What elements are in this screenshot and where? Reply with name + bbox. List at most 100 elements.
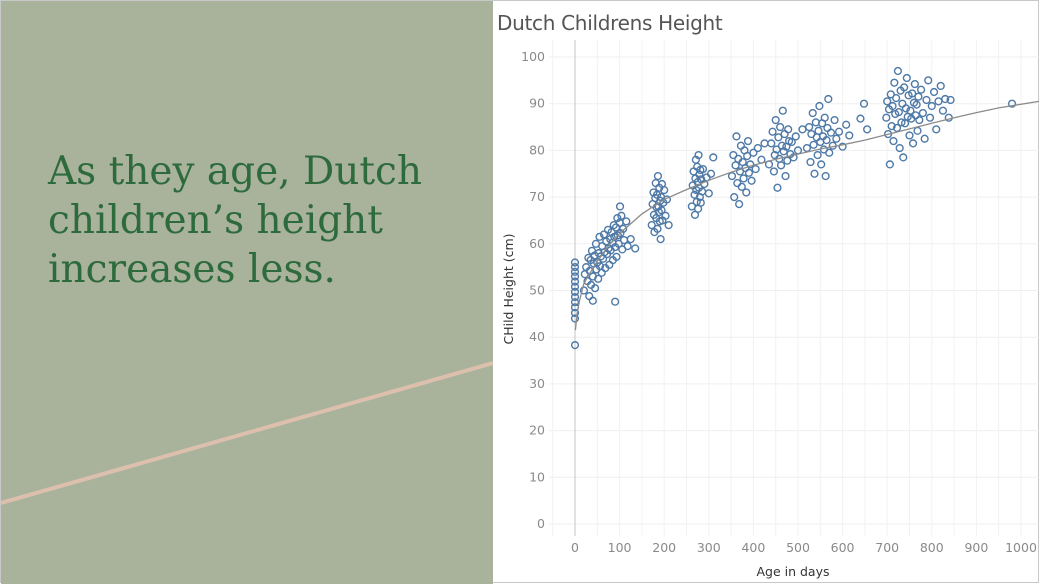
data-point — [696, 198, 705, 207]
data-point — [613, 214, 622, 223]
x-axis-title: Age in days — [756, 564, 829, 579]
data-point — [733, 178, 742, 188]
points-layer — [570, 66, 1017, 350]
data-point — [760, 139, 769, 148]
data-point — [815, 101, 824, 111]
y-tick-label: 60 — [529, 236, 545, 251]
data-point — [810, 169, 819, 178]
data-point — [570, 282, 580, 291]
trend-layer — [574, 100, 1039, 331]
data-point — [735, 200, 744, 209]
headline-line-2: children’s height — [48, 198, 383, 243]
data-point — [623, 242, 632, 251]
x-tick-label: 300 — [697, 540, 721, 555]
data-point — [784, 125, 793, 134]
data-point — [922, 95, 931, 105]
data-point — [906, 106, 915, 115]
data-point — [769, 167, 779, 176]
data-point — [895, 143, 904, 153]
data-point — [653, 224, 662, 233]
data-point — [570, 258, 580, 267]
data-point — [617, 211, 626, 220]
data-point — [780, 129, 789, 139]
data-point — [924, 76, 933, 85]
data-point — [744, 168, 754, 177]
data-point — [916, 85, 926, 94]
data-point — [631, 244, 640, 253]
data-point — [920, 134, 929, 143]
y-tick-label: 80 — [529, 142, 545, 157]
data-point — [660, 185, 669, 195]
data-point — [918, 108, 927, 118]
data-point — [753, 143, 762, 153]
data-point — [597, 268, 606, 277]
headline-line-3: increases less. — [48, 247, 336, 292]
data-point — [886, 90, 895, 99]
data-point — [747, 176, 756, 185]
data-point — [915, 115, 924, 125]
x-tick-label: 1000 — [1005, 540, 1037, 555]
data-point — [927, 101, 936, 111]
data-point — [594, 274, 603, 283]
data-point — [570, 308, 580, 318]
data-point — [809, 140, 818, 149]
data-point — [570, 277, 580, 286]
data-point — [893, 66, 903, 76]
data-point — [570, 341, 580, 350]
data-point — [730, 193, 739, 202]
data-point — [908, 89, 917, 98]
data-point — [805, 122, 814, 132]
data-point — [883, 97, 892, 106]
data-point — [698, 164, 708, 174]
data-point — [595, 232, 604, 241]
data-point — [936, 81, 945, 91]
data-point — [590, 284, 600, 293]
data-point — [946, 95, 955, 105]
data-point — [817, 160, 826, 169]
data-point — [694, 150, 703, 160]
data-point — [899, 153, 908, 162]
data-point — [783, 156, 792, 165]
x-tick-label: 400 — [741, 540, 765, 555]
data-point — [570, 263, 580, 272]
data-point — [863, 125, 872, 134]
slide-headline: As they age, Dutch children’s height inc… — [48, 147, 478, 294]
data-point — [690, 210, 700, 219]
data-point — [661, 211, 670, 220]
data-point — [588, 296, 597, 305]
data-point — [615, 202, 625, 211]
data-point — [570, 272, 580, 281]
data-point — [900, 119, 910, 128]
data-point — [894, 108, 903, 117]
data-point — [941, 94, 950, 104]
y-axis-title: CHild Height (cm) — [501, 233, 516, 344]
x-tick-label: 0 — [571, 540, 579, 555]
data-point — [842, 120, 851, 129]
data-point — [882, 113, 891, 122]
data-point — [791, 132, 800, 141]
headline-line-1: As they age, Dutch — [48, 149, 422, 194]
data-point — [1007, 99, 1017, 108]
data-point — [905, 131, 914, 140]
data-point — [823, 123, 832, 133]
data-point — [664, 221, 673, 230]
data-point — [739, 174, 748, 183]
data-point — [570, 287, 580, 297]
data-point — [727, 171, 737, 181]
data-point — [709, 153, 718, 162]
data-point — [820, 113, 829, 122]
y-tick-label: 90 — [529, 96, 545, 111]
data-point — [813, 150, 822, 160]
data-point — [570, 298, 580, 307]
data-point — [737, 182, 746, 191]
data-point — [845, 131, 854, 140]
data-point — [619, 224, 628, 233]
data-point — [742, 188, 751, 197]
data-point — [776, 161, 786, 170]
data-point — [743, 151, 752, 161]
data-point — [647, 221, 656, 230]
y-tick-label: 20 — [529, 423, 545, 438]
data-point — [806, 157, 815, 167]
data-point — [808, 108, 817, 118]
